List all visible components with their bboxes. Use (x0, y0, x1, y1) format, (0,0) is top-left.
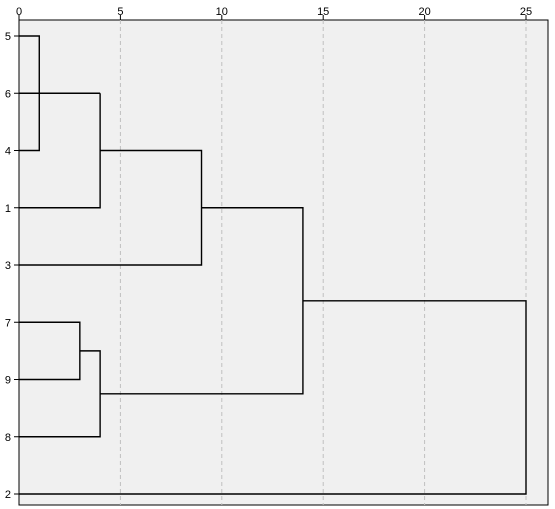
leaf-label: 5 (5, 31, 11, 43)
leaf-label: 2 (5, 489, 11, 501)
tick-label: 15 (317, 6, 329, 18)
dendrogram-links (19, 35, 527, 495)
leaf-labels: 5 6 4 1 3 7 9 8 2 (5, 31, 19, 501)
x-axis-ticks: 0 5 10 15 20 25 (16, 6, 532, 20)
tick-label: 10 (216, 6, 228, 18)
tick-label: 5 (117, 6, 123, 18)
leaf-label: 9 (5, 375, 11, 387)
grid-lines (119, 20, 527, 505)
leaf-label: 1 (5, 203, 11, 215)
tick-label: 0 (16, 6, 22, 18)
leaf-label: 8 (5, 432, 11, 444)
tick-label: 20 (418, 6, 430, 18)
leaf-label: 4 (5, 146, 11, 158)
leaf-label: 3 (5, 260, 11, 272)
dendrogram-link (19, 300, 527, 495)
tick-label: 25 (520, 6, 532, 18)
plot-area (18, 19, 549, 506)
leaf-label: 7 (5, 317, 11, 329)
leaf-label: 6 (5, 88, 11, 100)
dendrogram-link (19, 93, 101, 209)
